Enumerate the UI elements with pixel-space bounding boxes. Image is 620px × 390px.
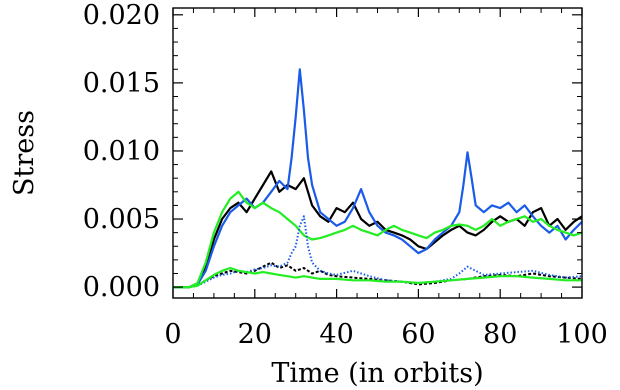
x-tick-label: 100: [556, 319, 608, 350]
x-tick-label: 40: [319, 319, 353, 350]
x-tick-label: 0: [164, 319, 181, 350]
y-tick-label: 0.010: [83, 136, 160, 167]
ticks-layer: [172, 8, 583, 298]
series-line-6: [173, 266, 582, 289]
y-tick-label: 0.015: [83, 68, 160, 99]
series-line-3: [173, 190, 583, 289]
series-line-2: [173, 68, 583, 289]
tick-labels: 0 20 40 60 80 100 0.000 0.005 0.010 0.015 0.020: [83, 0, 608, 350]
series-line-4: [173, 261, 583, 289]
x-axis-title: Time (in orbits): [271, 358, 483, 389]
series-layer: [173, 68, 583, 289]
plot-frame: [172, 7, 583, 299]
x-tick-label: 20: [238, 319, 272, 350]
x-tick-label: 80: [483, 319, 517, 350]
x-tick-label: 60: [401, 319, 435, 350]
y-axis-title: Stress: [9, 110, 40, 196]
y-tick-label: 0.000: [83, 272, 160, 303]
y-tick-label: 0.020: [83, 0, 160, 31]
series-line-5: [173, 215, 583, 289]
y-tick-label: 0.005: [83, 204, 160, 235]
